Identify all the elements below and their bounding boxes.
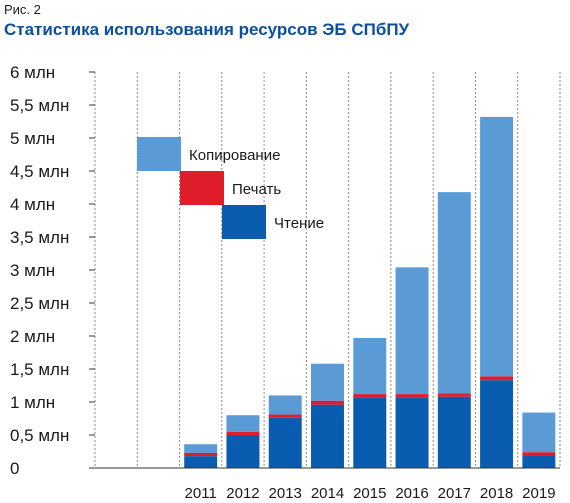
y-tick-label: 3,5 млн: [10, 228, 69, 247]
y-tick-label: 3 млн: [10, 261, 55, 280]
bar-segment-2018: [480, 116, 514, 377]
y-tick-label: 0: [10, 459, 19, 478]
legend-swatch: [137, 137, 181, 171]
bar-segment-2011: [184, 452, 218, 457]
bar-segment-2019: [522, 452, 556, 456]
x-tick-label: 2011: [185, 485, 217, 502]
bar-segment-2018: [480, 376, 514, 381]
y-tick-label: 2 млн: [10, 327, 55, 346]
chart-title: Статистика использования ресурсов ЭБ СПб…: [4, 20, 410, 39]
x-tick-label: 2016: [395, 485, 428, 502]
x-tick-label: 2019: [522, 485, 555, 502]
x-tick-label: 2015: [353, 485, 386, 502]
bar-segment-2016: [395, 397, 429, 468]
bar-segment-2015: [353, 394, 387, 398]
bar-segment-2012: [226, 435, 260, 468]
y-tick-label: 0,5 млн: [10, 426, 69, 445]
y-tick-label: 1,5 млн: [10, 360, 69, 379]
x-tick-label: 2012: [226, 485, 259, 502]
y-tick-label: 6 млн: [10, 63, 55, 82]
bar-segment-2015: [353, 397, 387, 468]
bar-segment-2017: [437, 393, 471, 397]
bar-segment-2011: [184, 444, 218, 453]
bar-segment-2012: [226, 415, 260, 432]
x-tick-label: 2018: [480, 485, 513, 502]
bar-segment-2019: [522, 455, 556, 468]
bar-segment-2011: [184, 456, 218, 468]
legend-swatch: [222, 205, 266, 239]
bar-segment-2016: [395, 267, 429, 395]
figure-label: Рис. 2: [4, 2, 41, 17]
bars: [184, 116, 556, 468]
y-axis: 0 0,5 млн 1 млн 1,5 млн 2 млн 2,5 млн 3 млн 3,5…: [10, 63, 95, 478]
y-tick-label: 4,5 млн: [10, 162, 69, 181]
legend-label: Копирование: [189, 147, 280, 164]
x-axis: 2011 2012 2013 2014 2015 2016 2017 2018 2019: [95, 467, 560, 502]
legend-label: Печать: [232, 181, 281, 198]
bar-segment-2012: [226, 431, 260, 435]
y-tick-label: 2,5 млн: [10, 294, 69, 313]
bar-segment-2019: [522, 412, 556, 453]
bar-segment-2013: [268, 417, 302, 468]
bar-segment-2014: [311, 404, 344, 468]
x-tick-label: 2014: [311, 485, 344, 502]
y-tick-label: 1 млн: [10, 393, 55, 412]
bar-segment-2013: [268, 395, 302, 415]
bar-segment-2018: [480, 380, 514, 468]
bar-segment-2014: [311, 363, 344, 401]
bar-segment-2017: [437, 192, 471, 394]
x-tick-label: 2013: [269, 485, 302, 502]
y-tick-label: 4 млн: [10, 195, 55, 214]
bar-segment-2016: [395, 394, 429, 398]
bar-segment-2017: [437, 396, 471, 468]
bar-segment-2015: [353, 337, 387, 395]
y-tick-label: 5,5 млн: [10, 96, 69, 115]
legend-label: Чтение: [274, 215, 324, 232]
bar-segment-2014: [311, 400, 344, 405]
legend-swatch: [180, 171, 224, 205]
bar-segment-2013: [268, 414, 302, 418]
y-tick-label: 5 млн: [10, 129, 55, 148]
legend: Копирование Печать Чтение: [137, 137, 324, 239]
x-tick-label: 2017: [438, 485, 471, 502]
